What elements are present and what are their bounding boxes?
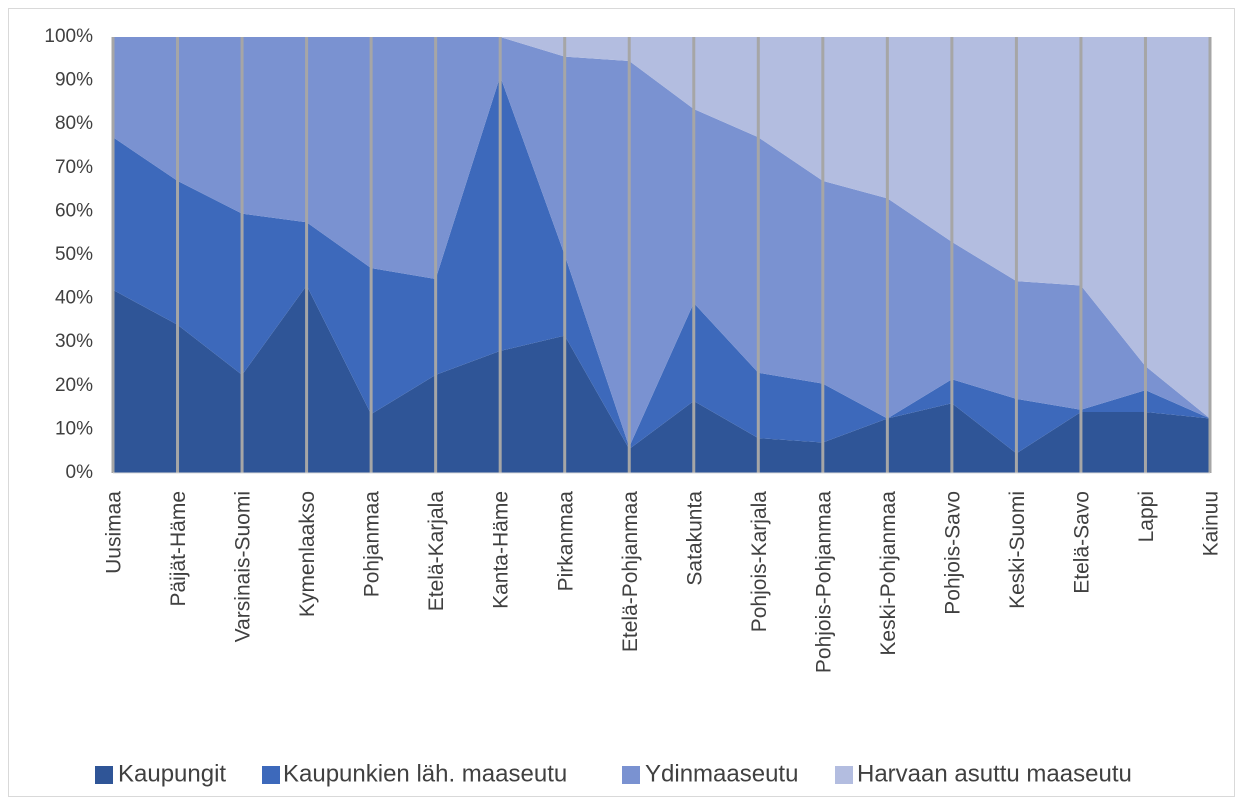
y-tick-label: 70%: [55, 157, 93, 178]
legend-label: Kaupungit: [118, 760, 226, 787]
x-tick-label: Etelä-Pohjanmaa: [619, 491, 642, 652]
x-tick-label: Etelä-Savo: [1070, 491, 1093, 594]
area: [113, 37, 1210, 447]
x-tick-label: Päijät-Häme: [167, 491, 190, 607]
x-tick-label: Keski-Suomi: [1006, 491, 1029, 609]
y-tick-label: 0%: [66, 462, 94, 483]
x-tick-label: Pirkanmaa: [554, 491, 577, 592]
legend-swatch: [262, 766, 280, 784]
y-tick-label: 10%: [55, 418, 93, 439]
x-tick-label: Kainuu: [1200, 491, 1223, 556]
y-tick-label: 30%: [55, 331, 93, 352]
x-tick-label: Satakunta: [683, 491, 706, 586]
x-tick-label: Pohjanmaa: [361, 491, 384, 598]
legend-label: Kaupunkien läh. maaseutu: [283, 760, 567, 787]
x-tick-label: Varsinais-Suomi: [232, 491, 255, 642]
y-tick-label: 80%: [55, 113, 93, 134]
y-tick-label: 100%: [44, 26, 93, 47]
y-tick-label: 50%: [55, 244, 93, 265]
legend-label: Harvaan asuttu maaseutu: [857, 760, 1132, 787]
legend-swatch: [622, 766, 640, 784]
x-tick-label: Pohjois-Savo: [941, 491, 964, 615]
x-tick-label: Etelä-Karjala: [425, 491, 448, 612]
y-tick-label: 40%: [55, 288, 93, 309]
x-tick-label: Kanta-Häme: [490, 491, 513, 609]
area: [113, 285, 1210, 473]
y-tick-label: 20%: [55, 375, 93, 396]
area: [113, 37, 1210, 419]
y-tick-label: 60%: [55, 200, 93, 221]
x-tick-label: Uusimaa: [103, 491, 126, 574]
y-tick-label: 90%: [55, 70, 93, 91]
legend-swatch: [835, 766, 853, 784]
x-tick-label: Pohjois-Karjala: [748, 491, 771, 633]
area: [113, 76, 1210, 454]
legend-label: Ydinmaaseutu: [645, 760, 798, 787]
x-tick-label: Lappi: [1135, 491, 1158, 542]
x-tick-label: Keski-Pohjanmaa: [877, 491, 900, 656]
x-tick-label: Kymenlaakso: [296, 491, 319, 617]
x-tick-label: Pohjois-Pohjanmaa: [812, 491, 835, 673]
legend-swatch: [95, 766, 113, 784]
